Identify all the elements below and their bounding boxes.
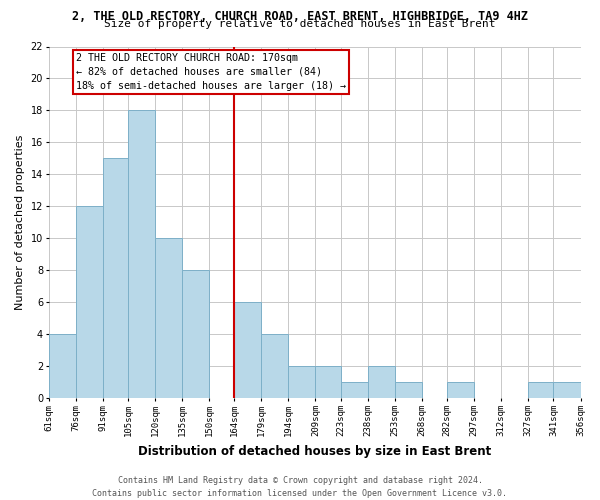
Bar [49, 334, 76, 398]
Text: Size of property relative to detached houses in East Brent: Size of property relative to detached ho… [104, 19, 496, 29]
Text: 2, THE OLD RECTORY, CHURCH ROAD, EAST BRENT, HIGHBRIDGE, TA9 4HZ: 2, THE OLD RECTORY, CHURCH ROAD, EAST BR… [72, 10, 528, 23]
Text: 2 THE OLD RECTORY CHURCH ROAD: 170sqm
← 82% of detached houses are smaller (84)
: 2 THE OLD RECTORY CHURCH ROAD: 170sqm ← … [76, 53, 346, 91]
Bar [103, 158, 128, 398]
Y-axis label: Number of detached properties: Number of detached properties [15, 134, 25, 310]
Bar [182, 270, 209, 398]
X-axis label: Distribution of detached houses by size in East Brent: Distribution of detached houses by size … [138, 444, 491, 458]
Text: Contains HM Land Registry data © Crown copyright and database right 2024.
Contai: Contains HM Land Registry data © Crown c… [92, 476, 508, 498]
Bar [341, 382, 368, 398]
Bar [289, 366, 316, 398]
Bar [395, 382, 422, 398]
Bar [128, 110, 155, 399]
Bar [447, 382, 474, 398]
Bar [368, 366, 395, 398]
Bar [528, 382, 553, 398]
Bar [155, 238, 182, 398]
Bar [553, 382, 581, 398]
Bar [316, 366, 341, 398]
Bar [235, 302, 262, 398]
Bar [76, 206, 103, 398]
Bar [262, 334, 289, 398]
